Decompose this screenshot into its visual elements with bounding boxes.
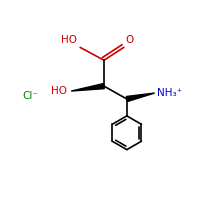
Text: HO: HO [61, 35, 77, 45]
Polygon shape [71, 84, 104, 91]
Text: HO: HO [51, 86, 67, 96]
Polygon shape [126, 93, 155, 102]
Text: NH₃⁺: NH₃⁺ [157, 88, 182, 98]
Text: O: O [126, 35, 134, 45]
Text: Cl⁻: Cl⁻ [23, 91, 38, 101]
